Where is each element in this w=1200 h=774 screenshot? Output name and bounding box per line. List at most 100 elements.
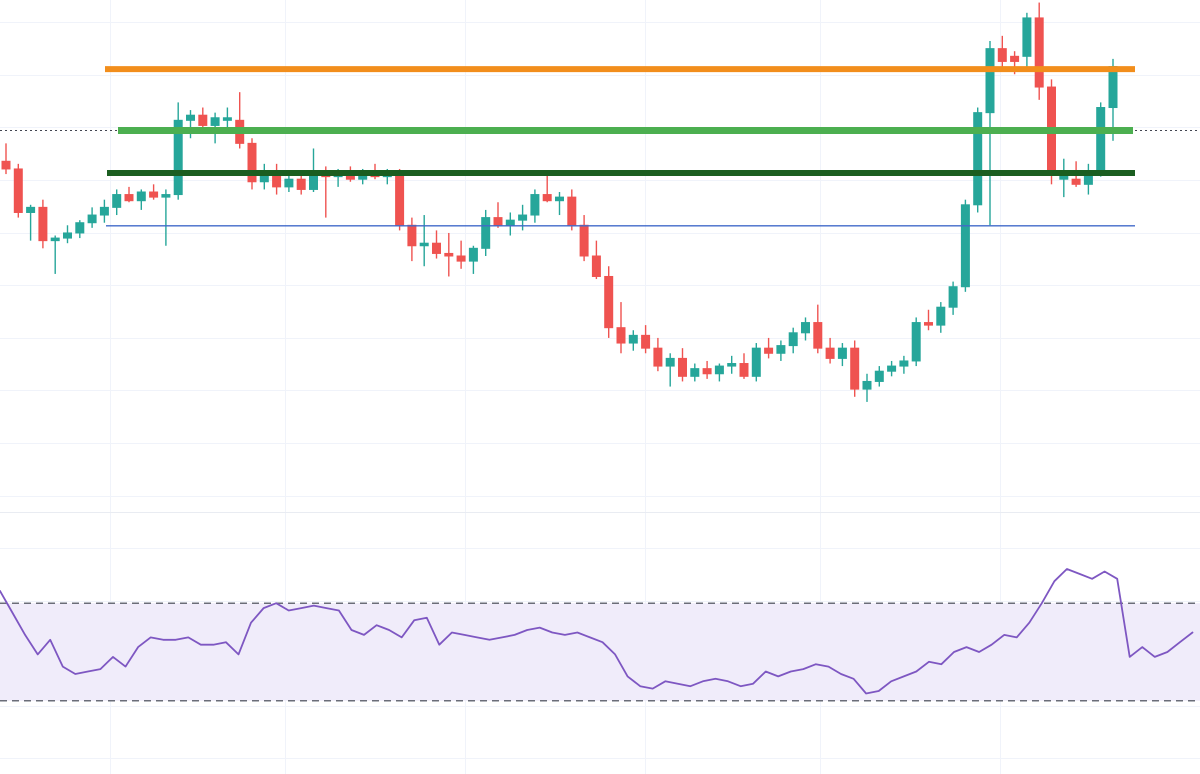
candle[interactable] (505, 212, 515, 236)
candle[interactable] (1034, 2, 1044, 100)
candle-body (1096, 107, 1106, 173)
candle[interactable] (616, 302, 626, 354)
candle[interactable] (997, 35, 1007, 67)
candle[interactable] (628, 330, 638, 351)
candle[interactable] (751, 343, 761, 382)
candle-body (1010, 55, 1020, 62)
candle[interactable] (641, 325, 651, 354)
horizontal-level-lines-over[interactable] (105, 66, 1135, 227)
candle-body (222, 117, 232, 121)
candle[interactable] (456, 240, 466, 269)
candle[interactable] (432, 230, 441, 259)
candle[interactable] (776, 340, 786, 361)
candle-body (801, 322, 810, 334)
candle[interactable] (887, 360, 897, 377)
candle-body (542, 194, 552, 202)
candle-body (395, 173, 405, 226)
candle[interactable] (948, 281, 958, 315)
candle[interactable] (149, 184, 159, 200)
candle[interactable] (936, 302, 946, 333)
candle[interactable] (481, 209, 491, 256)
candle[interactable] (198, 107, 208, 131)
candle[interactable] (99, 199, 109, 223)
candle-body (481, 217, 491, 249)
candle[interactable] (1059, 158, 1069, 198)
candle[interactable] (493, 202, 503, 228)
candle[interactable] (407, 217, 417, 262)
candle-body (1108, 66, 1118, 109)
rsi-line-series[interactable] (0, 568, 1194, 695)
candle[interactable] (690, 363, 700, 382)
candle[interactable] (813, 304, 823, 354)
candle[interactable] (653, 337, 663, 372)
candle[interactable] (259, 163, 269, 190)
candle[interactable] (124, 186, 134, 203)
candle[interactable] (825, 337, 835, 364)
candle[interactable] (63, 225, 72, 244)
candle[interactable] (567, 189, 577, 231)
candle[interactable] (739, 353, 749, 379)
candle-body (468, 247, 478, 262)
candle[interactable] (1, 143, 11, 175)
candle-body (505, 219, 515, 226)
candle[interactable] (678, 348, 687, 382)
candle[interactable] (837, 343, 847, 367)
candle[interactable] (173, 102, 183, 200)
candle[interactable] (899, 355, 909, 374)
candle[interactable] (850, 340, 860, 397)
candle[interactable] (555, 192, 564, 216)
candle[interactable] (579, 215, 589, 262)
candle[interactable] (136, 189, 146, 210)
candle[interactable] (591, 240, 601, 280)
candle[interactable] (50, 235, 60, 274)
candle-body (38, 206, 48, 242)
candle[interactable] (444, 232, 454, 277)
candle[interactable] (235, 92, 245, 149)
candle-body (702, 368, 712, 375)
candle-body (973, 112, 983, 206)
candle[interactable] (26, 204, 36, 241)
candle[interactable] (530, 189, 540, 223)
candle-body (751, 347, 761, 377)
candle-body (1022, 17, 1032, 57)
candle[interactable] (1022, 12, 1032, 72)
rsi-polyline[interactable] (0, 568, 1194, 695)
candle[interactable] (960, 199, 970, 292)
candle-body (616, 327, 626, 344)
candle-body (825, 347, 835, 359)
candle-body (198, 114, 208, 126)
candle[interactable] (604, 266, 614, 338)
candle[interactable] (1096, 102, 1106, 177)
candle[interactable] (222, 107, 232, 128)
candle[interactable] (272, 163, 282, 195)
candle[interactable] (87, 207, 97, 228)
candle[interactable] (911, 317, 921, 367)
candle[interactable] (468, 245, 478, 274)
candle[interactable] (542, 174, 552, 203)
candlestick-series[interactable] (1, 2, 1118, 402)
candle[interactable] (665, 353, 675, 387)
candle[interactable] (924, 309, 933, 331)
candle[interactable] (727, 355, 737, 374)
candle[interactable] (764, 337, 774, 359)
candle[interactable] (395, 168, 405, 231)
candle-body (1, 160, 11, 170)
candle[interactable] (788, 327, 798, 354)
candle[interactable] (161, 189, 171, 246)
candle[interactable] (714, 363, 724, 382)
candle[interactable] (973, 107, 983, 213)
candle[interactable] (874, 366, 884, 387)
candle[interactable] (862, 373, 872, 402)
candle[interactable] (702, 360, 712, 379)
candle[interactable] (112, 189, 122, 216)
candle[interactable] (38, 199, 48, 249)
candle[interactable] (13, 163, 23, 218)
candle[interactable] (1083, 163, 1093, 195)
candle[interactable] (518, 204, 528, 231)
candle[interactable] (247, 138, 257, 190)
candle[interactable] (801, 317, 810, 341)
candle[interactable] (75, 220, 85, 239)
candle[interactable] (419, 215, 429, 267)
